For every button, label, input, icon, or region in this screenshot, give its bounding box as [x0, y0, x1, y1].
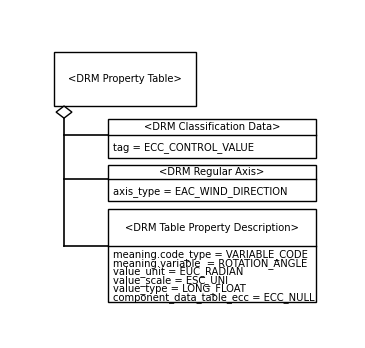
Text: tag = ECC_CONTROL_VALUE: tag = ECC_CONTROL_VALUE	[113, 142, 254, 153]
Text: value_type = LONG_FLOAT: value_type = LONG_FLOAT	[113, 284, 246, 294]
Text: meaning.code_type = VARIABLE_CODE: meaning.code_type = VARIABLE_CODE	[113, 250, 308, 260]
Bar	[54, 53, 196, 106]
Text: <DRM Property Table>: <DRM Property Table>	[68, 74, 182, 84]
Text: axis_type = EAC_WIND_DIRECTION: axis_type = EAC_WIND_DIRECTION	[113, 186, 288, 197]
Text: component_data_table_ecc = ECC_NULL: component_data_table_ecc = ECC_NULL	[113, 292, 315, 303]
Text: value_scale = ESC_UNI: value_scale = ESC_UNI	[113, 275, 228, 286]
Bar	[108, 165, 316, 201]
Bar	[108, 209, 316, 302]
Text: <DRM Regular Axis>: <DRM Regular Axis>	[159, 167, 264, 177]
Text: meaning.variable  = ROTATION_ANGLE: meaning.variable = ROTATION_ANGLE	[113, 258, 307, 269]
Polygon shape	[56, 106, 72, 118]
Text: value_unit = EUC_RADIAN: value_unit = EUC_RADIAN	[113, 267, 243, 277]
Bar	[108, 119, 316, 158]
Text: <DRM Table Property Description>: <DRM Table Property Description>	[125, 223, 299, 233]
Text: <DRM Classification Data>: <DRM Classification Data>	[143, 122, 280, 132]
